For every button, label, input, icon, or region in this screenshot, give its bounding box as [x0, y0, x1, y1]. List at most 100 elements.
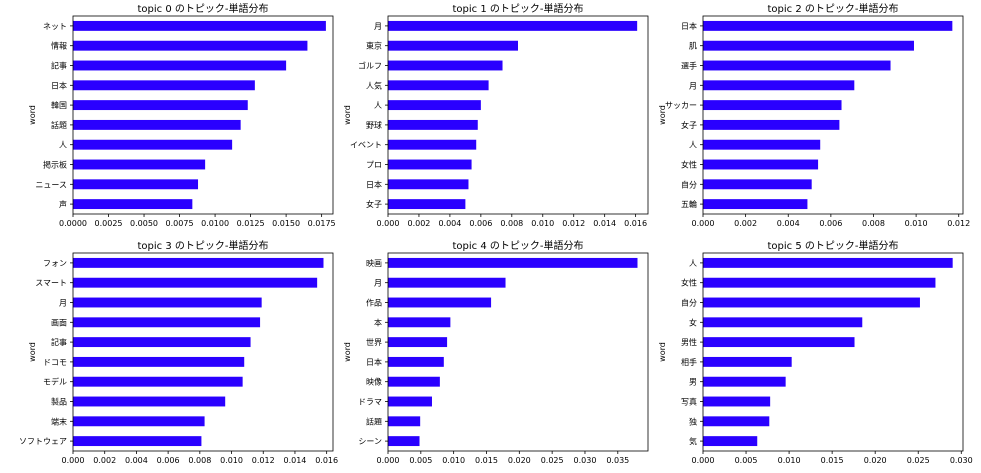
bar [388, 317, 451, 328]
bar [703, 356, 792, 367]
bar [388, 119, 478, 130]
bar [388, 376, 440, 387]
bar [388, 396, 432, 407]
bar [388, 337, 448, 348]
category-label: 人 [374, 101, 382, 110]
x-tick-label: 0.005 [409, 456, 432, 465]
x-tick-label: 0.035 [606, 456, 629, 465]
plot-frame [702, 15, 964, 215]
bar [388, 20, 638, 31]
bar [73, 277, 318, 288]
bar [73, 436, 202, 447]
x-tick-label: 0.0175 [308, 219, 336, 228]
x-tick-label: 0.006 [819, 219, 842, 228]
category-label: ネット [43, 22, 67, 31]
category-label: 女子 [681, 120, 697, 130]
bar [703, 119, 840, 130]
category-label: ドコモ [43, 358, 67, 367]
category-label: 記事 [51, 61, 67, 71]
category-label: 情報 [51, 41, 67, 51]
category-label: 日本 [681, 21, 697, 31]
bar [703, 436, 758, 447]
x-tick-label: 0.004 [125, 456, 148, 465]
bar [73, 416, 205, 427]
category-label: 気 [689, 436, 697, 446]
x-tick-label: 0.0150 [272, 219, 300, 228]
x-tick-label: 0.000 [692, 456, 715, 465]
category-label: フォン [43, 259, 67, 268]
bar [388, 436, 420, 447]
bar [73, 257, 324, 268]
category-label: 人 [689, 259, 697, 268]
category-label: 日本 [366, 357, 382, 367]
x-tick-label: 0.000 [62, 456, 85, 465]
bar [388, 179, 469, 190]
bar [388, 139, 477, 150]
x-tick-label: 0.0000 [59, 219, 87, 228]
bar [703, 100, 842, 111]
category-label: 五輪 [681, 199, 697, 209]
bar [703, 297, 920, 308]
x-tick-label: 0.025 [907, 456, 930, 465]
plot-frame [387, 252, 649, 452]
category-label: 映画 [366, 258, 382, 268]
x-tick-label: 0.014 [593, 219, 616, 228]
category-label: 端末 [51, 416, 67, 426]
y-axis-label: word [28, 342, 37, 362]
bar [703, 277, 936, 288]
y-axis-label: word [343, 105, 352, 125]
category-label: 肌 [689, 42, 697, 51]
category-label: 記事 [51, 337, 67, 347]
bar [73, 20, 326, 31]
x-tick-label: 0.020 [508, 456, 531, 465]
category-label: 声 [59, 199, 67, 209]
category-label: ゴルフ [358, 61, 382, 71]
plot-frame [387, 15, 649, 215]
bar [703, 199, 808, 210]
category-label: 女 [689, 317, 697, 327]
bar [388, 60, 503, 71]
bar [73, 356, 245, 367]
category-label: モデル [43, 377, 67, 387]
x-tick-label: 0.008 [500, 219, 523, 228]
x-tick-label: 0.008 [188, 456, 211, 465]
category-label: 製品 [51, 397, 67, 407]
x-tick-label: 0.010 [220, 456, 243, 465]
chart-title: topic 5 のトピック-単語分布 [768, 239, 899, 252]
x-tick-label: 0.0025 [95, 219, 123, 228]
bar [703, 80, 855, 91]
x-tick-label: 0.012 [562, 219, 585, 228]
bar [73, 317, 261, 328]
x-tick-label: 0.012 [252, 456, 275, 465]
bar [73, 179, 199, 190]
y-axis-label: word [28, 105, 37, 125]
bar [73, 376, 243, 387]
category-label: 独 [689, 416, 697, 426]
category-label: 男 [689, 378, 697, 387]
x-tick-label: 0.016 [624, 219, 647, 228]
x-tick-label: 0.000 [377, 219, 400, 228]
bar [73, 396, 226, 407]
bar [388, 297, 492, 308]
category-label: 日本 [51, 80, 67, 90]
category-label: 人気 [366, 80, 382, 90]
chart-topic-3: topic 3 のトピック-単語分布フォンスマート月画面記事ドコモモデル製品端末… [19, 239, 338, 465]
x-tick-label: 0.015 [475, 456, 498, 465]
x-tick-label: 0.015 [821, 456, 844, 465]
bar [73, 40, 308, 51]
x-tick-label: 0.005 [735, 456, 758, 465]
category-label: 人 [59, 141, 67, 150]
category-label: 自分 [681, 179, 697, 189]
bar [703, 376, 786, 387]
y-axis-label: word [658, 105, 667, 125]
x-tick-label: 0.002 [93, 456, 116, 465]
category-label: 世界 [366, 337, 382, 347]
category-label: スマート [35, 279, 67, 288]
x-tick-label: 0.0075 [166, 219, 194, 228]
x-tick-label: 0.030 [950, 456, 973, 465]
category-label: 韓国 [51, 100, 67, 110]
category-label: 話題 [366, 416, 382, 426]
x-tick-label: 0.008 [862, 219, 885, 228]
x-tick-label: 0.010 [905, 219, 928, 228]
